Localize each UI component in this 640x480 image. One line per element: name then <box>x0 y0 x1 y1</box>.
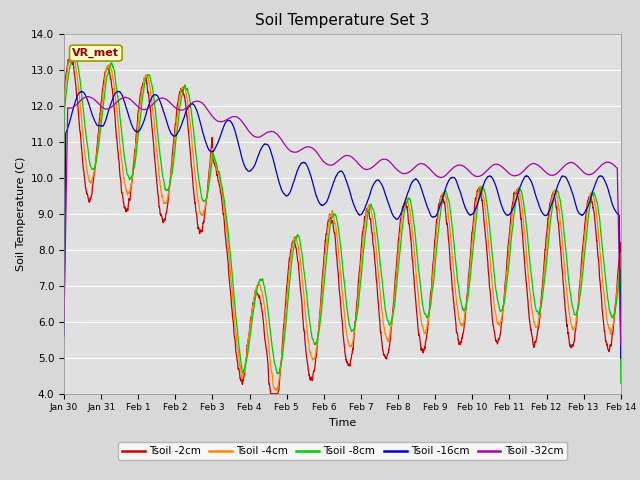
Tsoil -2cm <box>157 211 164 217</box>
Tsoil -4cm <box>617 362 625 368</box>
Tsoil -16cm <box>274 174 282 180</box>
Tsoil -2cm <box>547 200 554 205</box>
Tsoil -2cm <box>617 312 625 318</box>
Tsoil -32cm <box>298 146 306 152</box>
Tsoil -32cm <box>124 95 132 101</box>
Line: Tsoil -16cm: Tsoil -16cm <box>64 91 621 358</box>
Tsoil -32cm <box>84 94 92 99</box>
Tsoil -16cm <box>546 206 554 212</box>
Tsoil -8cm <box>546 221 554 227</box>
Line: Tsoil -4cm: Tsoil -4cm <box>64 53 621 391</box>
Tsoil -8cm <box>606 310 614 315</box>
Tsoil -8cm <box>274 371 282 377</box>
Line: Tsoil -2cm: Tsoil -2cm <box>64 56 621 394</box>
Tsoil -4cm <box>157 187 164 192</box>
Tsoil -8cm <box>157 158 164 164</box>
Tsoil -32cm <box>617 342 625 348</box>
X-axis label: Time: Time <box>329 418 356 428</box>
Tsoil -2cm <box>67 53 75 59</box>
Tsoil -8cm <box>60 292 68 298</box>
Tsoil -4cm <box>298 273 306 279</box>
Tsoil -4cm <box>606 330 614 336</box>
Tsoil -4cm <box>547 206 554 212</box>
Tsoil -2cm <box>124 208 132 214</box>
Tsoil -32cm <box>606 160 614 166</box>
Tsoil -16cm <box>157 100 164 106</box>
Tsoil -2cm <box>267 391 275 396</box>
Tsoil -4cm <box>60 270 68 276</box>
Tsoil -2cm <box>60 310 68 316</box>
Tsoil -8cm <box>71 50 79 56</box>
Legend: Tsoil -2cm, Tsoil -4cm, Tsoil -8cm, Tsoil -16cm, Tsoil -32cm: Tsoil -2cm, Tsoil -4cm, Tsoil -8cm, Tsoi… <box>118 442 567 460</box>
Tsoil -8cm <box>298 250 306 255</box>
Tsoil -4cm <box>67 50 75 56</box>
Tsoil -16cm <box>60 333 68 339</box>
Tsoil -8cm <box>124 172 132 178</box>
Tsoil -32cm <box>546 172 554 178</box>
Tsoil -4cm <box>271 388 279 394</box>
Tsoil -8cm <box>617 380 625 386</box>
Tsoil -2cm <box>606 342 614 348</box>
Tsoil -16cm <box>606 193 614 199</box>
Tsoil -32cm <box>157 96 164 101</box>
Tsoil -2cm <box>298 301 306 307</box>
Line: Tsoil -8cm: Tsoil -8cm <box>64 53 621 383</box>
Tsoil -16cm <box>298 160 306 166</box>
Line: Tsoil -32cm: Tsoil -32cm <box>64 96 621 345</box>
Tsoil -16cm <box>114 88 122 94</box>
Tsoil -32cm <box>274 132 282 138</box>
Text: VR_met: VR_met <box>72 48 119 58</box>
Tsoil -2cm <box>274 391 282 396</box>
Tsoil -16cm <box>617 355 625 361</box>
Title: Soil Temperature Set 3: Soil Temperature Set 3 <box>255 13 429 28</box>
Tsoil -32cm <box>60 320 68 325</box>
Y-axis label: Soil Temperature (C): Soil Temperature (C) <box>15 156 26 271</box>
Tsoil -16cm <box>124 109 132 115</box>
Tsoil -4cm <box>274 384 282 389</box>
Tsoil -4cm <box>124 192 132 197</box>
